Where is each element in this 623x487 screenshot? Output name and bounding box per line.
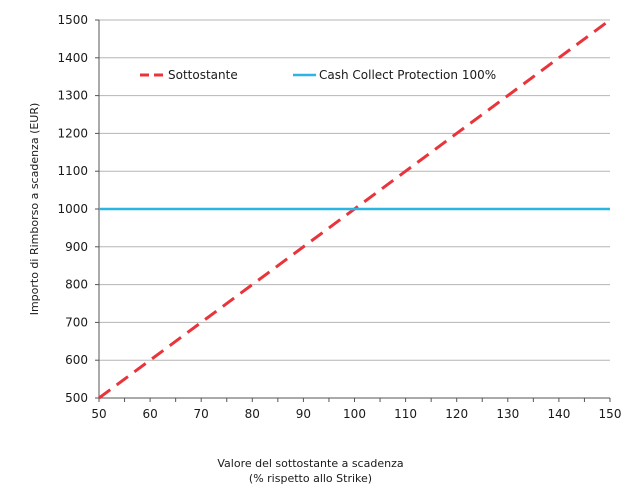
x-tick-label-50: 50: [91, 407, 106, 421]
x-tick-label-140: 140: [547, 407, 570, 421]
y-tick-labels: 500 600 700 800 900 1000 1100 1200 1300 1400 1500: [57, 13, 88, 405]
y-tick-label-700: 700: [65, 315, 88, 329]
y-tick-label-1200: 1200: [57, 126, 88, 140]
y-tick-label-600: 600: [65, 353, 88, 367]
y-tick-label-1000: 1000: [57, 202, 88, 216]
x-tick-label-150: 150: [599, 407, 622, 421]
legend: Sottostante Cash Collect Protection 100%: [140, 68, 496, 82]
x-tick-label-90: 90: [296, 407, 311, 421]
x-tick-label-120: 120: [445, 407, 468, 421]
y-tick-label-900: 900: [65, 240, 88, 254]
x-tick-labels: 50 60 70 80 90 100 110 120 130 140 150: [91, 407, 621, 421]
x-axis-title: Valore del sottostante a scadenza: [217, 457, 403, 470]
legend-label-sottostante: Sottostante: [168, 68, 238, 82]
x-tick-label-130: 130: [496, 407, 519, 421]
y-tick-label-1400: 1400: [57, 51, 88, 65]
y-tick-label-1300: 1300: [57, 89, 88, 103]
y-tick-label-1500: 1500: [57, 13, 88, 27]
y-tick-label-1100: 1100: [57, 164, 88, 178]
y-tick-label-800: 800: [65, 278, 88, 292]
legend-label-cash-collect: Cash Collect Protection 100%: [319, 68, 496, 82]
y-axis-title: Importo di Rimborso a scadenza (EUR): [28, 103, 41, 316]
x-tick-label-70: 70: [194, 407, 209, 421]
series-layer: [98, 18, 611, 400]
x-tick-label-60: 60: [142, 407, 157, 421]
y-tick-label-500: 500: [65, 391, 88, 405]
x-axis-subtitle: (% rispetto allo Strike): [249, 472, 372, 485]
x-tick-label-80: 80: [245, 407, 260, 421]
x-tick-label-100: 100: [343, 407, 366, 421]
x-tick-label-110: 110: [394, 407, 417, 421]
